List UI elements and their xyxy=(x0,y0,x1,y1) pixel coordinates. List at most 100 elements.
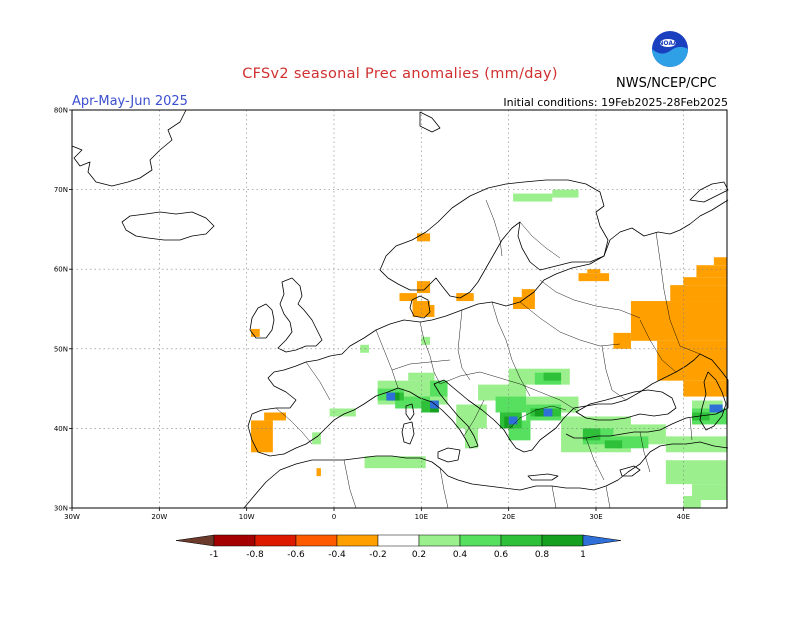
lon-label: 10W xyxy=(239,513,255,521)
anomaly-cell-16 xyxy=(713,257,727,266)
lon-label: 20W xyxy=(151,513,167,521)
anomaly-cell-20 xyxy=(251,328,260,337)
coastline-svalbard xyxy=(419,111,441,133)
coastline-greenland xyxy=(71,109,187,187)
latitude-labels: 80N 70N 60N 50N 40N 30N xyxy=(54,107,68,513)
lon-label: 0 xyxy=(332,513,336,521)
lat-label: 40N xyxy=(54,425,68,433)
colorbar-segment-0.6_0.8 xyxy=(500,534,543,547)
anomaly-cells xyxy=(251,189,727,508)
anomaly-cell-9 xyxy=(416,233,431,242)
anomaly-cell-21 xyxy=(316,468,321,477)
initial-conditions: Initial conditions: 19Feb2025-28Feb2025 xyxy=(503,96,728,109)
anomaly-cell-5 xyxy=(513,297,535,309)
anomaly-cell-1 xyxy=(399,293,417,302)
map-frame xyxy=(71,109,728,509)
colorbar-segment-0.4_0.6 xyxy=(459,534,502,547)
coastlines xyxy=(71,109,729,509)
colorbar-tick-label: -1 xyxy=(210,550,219,560)
colorbar-tick-label: 0.8 xyxy=(535,550,550,560)
anomaly-cell-59 xyxy=(604,440,623,449)
coastline-novaya-zemlya xyxy=(689,181,729,203)
anomaly-cell-2 xyxy=(412,305,435,317)
longitude-labels: 30W 20W 10W 0 10E 20E 30E 40E xyxy=(64,513,690,521)
anomaly-cell-17 xyxy=(613,332,631,349)
anomaly-cell-6 xyxy=(521,289,535,302)
coastline-black-sea xyxy=(575,389,677,421)
colorbar-arrow-high xyxy=(582,534,622,547)
noaa-logo-text: NOAA xyxy=(658,40,678,47)
anomaly-cell-28 xyxy=(312,432,321,445)
colorbar-tick-label: 1 xyxy=(580,550,586,560)
lon-label: 20E xyxy=(502,513,515,521)
anomaly-cell-31 xyxy=(465,428,479,449)
lat-label: 80N xyxy=(54,107,68,115)
lon-label: 10E xyxy=(415,513,428,521)
coastline-iceland xyxy=(121,211,215,241)
anomaly-cell-23 xyxy=(513,193,553,202)
colorbar-segment-0.2_0.4 xyxy=(418,534,461,547)
anomaly-cell-11 xyxy=(657,340,727,381)
colorbar-tick-label: -0.2 xyxy=(369,550,387,560)
coastline-africa xyxy=(243,441,729,509)
coastline-crete xyxy=(527,473,559,481)
anomaly-cell-15 xyxy=(696,265,727,278)
coastline-scandinavia xyxy=(379,179,609,299)
coastline-caspian xyxy=(699,371,727,431)
lat-label: 50N xyxy=(54,345,68,353)
coastline-corsica xyxy=(405,403,415,421)
map-title: CFSv2 seasonal Prec anomalies (mm/day) xyxy=(242,66,558,82)
lat-label: 60N xyxy=(54,266,68,274)
anomaly-cell-60 xyxy=(543,372,562,381)
coastline-sicily xyxy=(437,447,461,463)
colorbar-labels: -1 -0.8 -0.6 -0.4 -0.2 0.2 0.4 0.6 0.8 1 xyxy=(210,550,586,560)
forecast-period: Apr-May-Jun 2025 xyxy=(72,94,188,109)
lon-label: 30E xyxy=(589,513,602,521)
anomaly-cell-29 xyxy=(364,456,426,469)
anomaly-cell-68 xyxy=(508,416,518,425)
anomaly-cell-70 xyxy=(709,404,723,413)
coastline-britain xyxy=(277,277,323,353)
anomaly-cell-0 xyxy=(416,281,431,294)
anomaly-cell-46 xyxy=(430,380,448,397)
colorbar-tick-label: -0.6 xyxy=(287,550,305,560)
anomaly-cell-66 xyxy=(386,392,396,401)
anomaly-cell-8 xyxy=(587,269,601,274)
coastline-sardinia xyxy=(401,421,415,445)
coastline-ireland xyxy=(249,303,275,339)
colorbar xyxy=(175,534,622,547)
lat-label: 30N xyxy=(54,505,68,513)
anomaly-cell-69 xyxy=(543,408,553,417)
colorbar-tick-label: 0.6 xyxy=(494,550,509,560)
anomaly-cell-27 xyxy=(329,408,356,417)
anomaly-cell-13 xyxy=(670,285,727,302)
colorbar-segment--0.2_0.2 xyxy=(377,534,420,547)
anomaly-cell-7 xyxy=(578,273,610,282)
anomaly-cell-18 xyxy=(251,420,273,453)
agency-label: NWS/NCEP/CPC xyxy=(616,76,717,91)
colorbar-tick-label: -0.8 xyxy=(246,550,264,560)
anomaly-cell-58 xyxy=(582,428,601,441)
colorbar-segment--0.8_-0.6 xyxy=(254,534,297,547)
anomaly-cell-67 xyxy=(430,400,439,409)
anomaly-cell-40 xyxy=(683,496,701,508)
colorbar-arrow-low xyxy=(175,534,215,547)
coastline-mainland xyxy=(247,199,729,457)
colorbar-segment-0.8_1 xyxy=(541,534,584,547)
lat-label: 70N xyxy=(54,186,68,194)
anomaly-cell-10 xyxy=(630,301,727,341)
anomaly-cell-45 xyxy=(395,396,431,409)
colorbar-segment--0.6_-0.4 xyxy=(295,534,338,547)
anomaly-cell-3 xyxy=(412,301,431,309)
anomaly-cell-51 xyxy=(613,436,649,449)
coastline-denmark xyxy=(409,295,431,319)
anomaly-cell-42 xyxy=(421,336,431,345)
coastline-cyprus xyxy=(619,465,641,477)
country-borders xyxy=(275,199,701,509)
axis-ticks xyxy=(69,109,684,511)
gridlines xyxy=(72,110,727,508)
anomaly-cell-47 xyxy=(495,396,527,413)
anomaly-cell-38 xyxy=(665,460,727,485)
anomaly-cell-24 xyxy=(552,189,579,198)
